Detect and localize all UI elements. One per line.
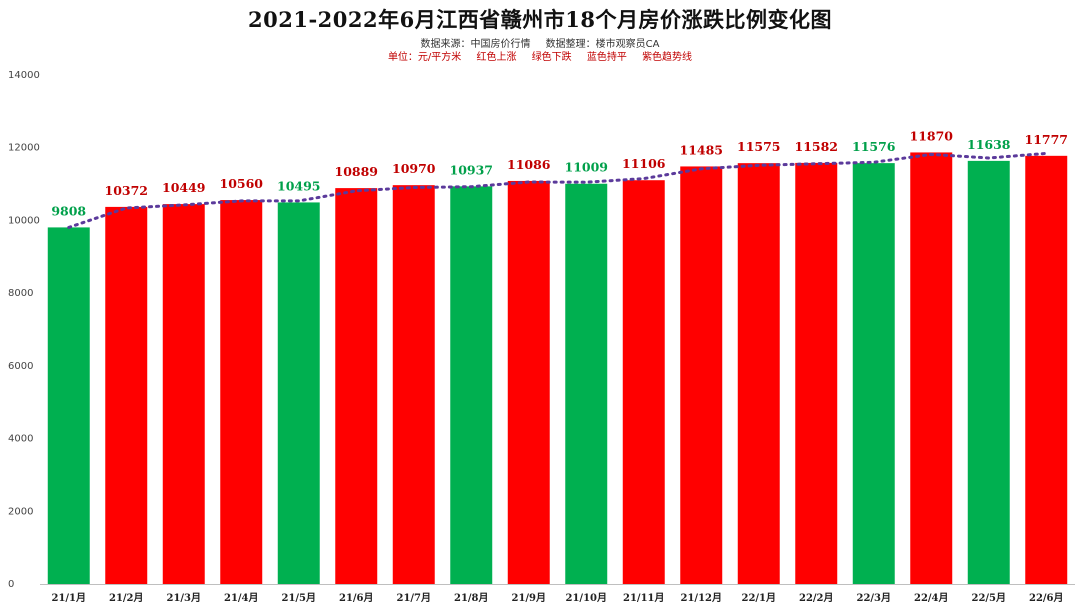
data-label: 11777 xyxy=(1025,132,1069,147)
bar xyxy=(392,185,435,584)
chart-subtitle-sources: 数据来源：中国房价行情 数据整理：楼市观察员CA xyxy=(0,35,1080,50)
x-tick-label: 21/5月 xyxy=(281,592,316,604)
data-label: 11582 xyxy=(795,139,839,154)
bar xyxy=(852,163,895,585)
x-tick-label: 21/2月 xyxy=(109,592,144,604)
x-tick-label: 21/4月 xyxy=(224,592,259,604)
x-tick-label: 22/6月 xyxy=(1029,592,1064,604)
x-axis: 21/1月 21/2月 21/3月 21/4月 21/5月 21/6月 21/7月 21/8月… xyxy=(51,592,1063,604)
x-tick-label: 21/1月 xyxy=(51,592,86,604)
y-tick-label: 12000 xyxy=(8,143,40,154)
bar xyxy=(565,183,608,585)
data-label: 9808 xyxy=(51,203,86,218)
unit-text: 单位：元/平方米 xyxy=(387,52,462,63)
bar xyxy=(622,180,665,584)
legend-blue-text: 蓝色持平 xyxy=(586,52,627,63)
legend-red-text: 红色上涨 xyxy=(476,52,517,63)
data-source-text: 数据来源：中国房价行情 xyxy=(420,39,531,50)
data-label: 11106 xyxy=(622,156,666,171)
bar xyxy=(220,200,263,584)
legend-green-text: 绿色下跌 xyxy=(531,52,572,63)
bars-group xyxy=(47,152,1068,585)
x-tick-label: 21/3月 xyxy=(166,592,201,604)
bar xyxy=(162,204,205,584)
bar xyxy=(335,188,378,585)
x-tick-label: 22/1月 xyxy=(741,592,776,604)
trendline-group xyxy=(67,151,1048,229)
data-label: 11485 xyxy=(680,142,724,157)
data-label: 11009 xyxy=(565,160,609,175)
data-labels-group: 9808 10372 10449 10560 10495 10889 10970 10937 1… xyxy=(51,128,1068,218)
data-label: 10372 xyxy=(105,183,149,198)
data-label: 10937 xyxy=(450,162,494,177)
bar xyxy=(967,160,1010,585)
bar xyxy=(507,180,550,585)
data-label: 10449 xyxy=(162,180,206,195)
x-tick-label: 21/8月 xyxy=(454,592,489,604)
x-tick-label: 21/12月 xyxy=(681,592,722,604)
bar xyxy=(680,166,723,584)
data-label: 10560 xyxy=(220,176,264,191)
bar xyxy=(47,227,90,584)
y-tick-label: 8000 xyxy=(8,288,33,299)
chart-legend-text: 单位：元/平方米 红色上涨 绿色下跌 蓝色持平 紫色趋势线 xyxy=(0,48,1080,63)
bar xyxy=(795,162,838,585)
data-label: 11870 xyxy=(910,128,954,143)
y-tick-label: 2000 xyxy=(8,506,33,517)
x-tick-label: 21/11月 xyxy=(623,592,664,604)
chart-title: 2021-2022年6月江西省赣州市18个月房价涨跌比例变化图 xyxy=(248,7,832,32)
data-label: 10495 xyxy=(277,178,321,193)
bar xyxy=(910,152,953,584)
x-tick-label: 22/4月 xyxy=(914,592,949,604)
legend-purple-text: 紫色趋势线 xyxy=(642,52,693,63)
x-tick-label: 21/9月 xyxy=(511,592,546,604)
data-label: 10889 xyxy=(335,164,379,179)
x-tick-label: 22/5月 xyxy=(971,592,1006,604)
y-tick-label: 4000 xyxy=(8,434,33,445)
bar xyxy=(1025,155,1068,584)
x-tick-label: 21/10月 xyxy=(566,592,607,604)
bar xyxy=(277,202,320,584)
data-label: 11575 xyxy=(737,139,781,154)
x-tick-label: 22/3月 xyxy=(856,592,891,604)
data-editor-text: 数据整理：楼市观察员CA xyxy=(545,39,660,50)
y-tick-label: 14000 xyxy=(8,70,40,81)
y-axis: 0 2000 4000 6000 8000 10000 12000 14000 xyxy=(8,70,1075,590)
x-tick-label: 22/2月 xyxy=(799,592,834,604)
y-tick-label: 10000 xyxy=(8,215,40,226)
trendline xyxy=(67,151,1048,229)
y-tick-label: 6000 xyxy=(8,361,33,372)
x-tick-label: 21/6月 xyxy=(339,592,374,604)
x-tick-label: 21/7月 xyxy=(396,592,431,604)
data-label: 10970 xyxy=(392,161,436,176)
data-label: 11576 xyxy=(852,139,896,154)
bar xyxy=(105,206,148,584)
data-label: 11086 xyxy=(507,157,551,172)
data-label: 11638 xyxy=(967,137,1011,152)
y-tick-label: 0 xyxy=(8,579,14,590)
bar xyxy=(737,163,780,584)
bar xyxy=(450,186,493,584)
